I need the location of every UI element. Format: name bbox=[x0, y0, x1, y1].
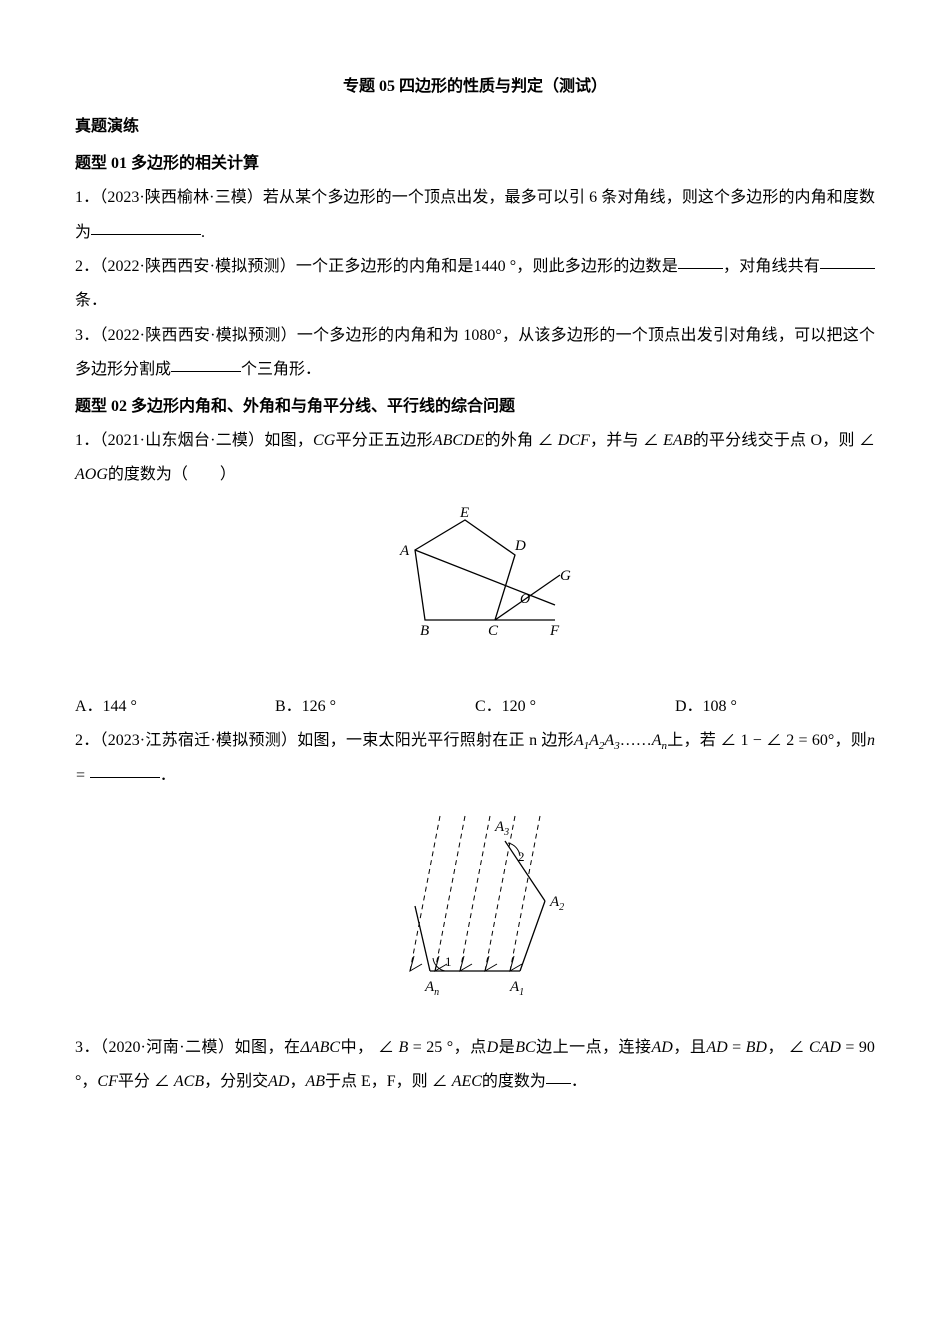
q3-b: 个三角形． bbox=[241, 361, 321, 378]
label-ang2: 2 bbox=[518, 849, 525, 864]
label-B: B bbox=[420, 623, 429, 639]
t2q3-n: 的度数为 bbox=[482, 1073, 546, 1090]
topic02-q1: 1．（2021·山东烟台·二模）如图，CG平分正五边形ABCDE的外角 ∠ DC… bbox=[75, 424, 875, 493]
document-title: 专题 05 四边形的性质与判定（测试） bbox=[75, 70, 875, 104]
option-B: B．126 ° bbox=[275, 690, 475, 724]
topic01-q2: 2．（2022·陕西西安·模拟预测）一个正多边形的内角和是1440 °，则此多边… bbox=[75, 250, 875, 319]
t2q3-m: 于点 E，F，则 ∠ bbox=[325, 1073, 452, 1090]
var-ABCDE: ABCDE bbox=[433, 432, 485, 449]
t2q1-e: 的平分线交于点 O，则 ∠ bbox=[692, 432, 875, 449]
var-CG: CG bbox=[313, 432, 335, 449]
blank bbox=[546, 1067, 571, 1084]
blank bbox=[678, 252, 723, 269]
topic01-q1: 1．（2023·陕西榆林·三模）若从某个多边形的一个顶点出发，最多可以引 6 条… bbox=[75, 181, 875, 250]
t2q1-c: 的外角 ∠ bbox=[484, 432, 557, 449]
arrow4 bbox=[485, 956, 497, 971]
var-EAB: EAB bbox=[663, 432, 692, 449]
blank bbox=[820, 252, 875, 269]
t2q3-h: ， ∠ bbox=[767, 1039, 809, 1056]
q2-c: 条． bbox=[75, 292, 107, 309]
t2q3-f: ，且 bbox=[673, 1039, 706, 1056]
var-A3: A bbox=[604, 732, 614, 749]
section-heading: 真题演练 bbox=[75, 110, 875, 144]
t2q1-d: ，并与 ∠ bbox=[590, 432, 663, 449]
var-BC: BC bbox=[515, 1039, 535, 1056]
t2q1-b: 平分正五边形 bbox=[335, 432, 433, 449]
label-An: An bbox=[424, 979, 439, 998]
figure-sunlight: A1 An A2 A3 1 2 bbox=[75, 806, 875, 1019]
t2q1-a: 1．（2021·山东烟台·二模）如图， bbox=[75, 432, 313, 449]
blank bbox=[90, 761, 160, 778]
var-AD3: AD bbox=[268, 1073, 289, 1090]
figure-pentagon: A B C D E F G O bbox=[75, 505, 875, 678]
t2q3-c: = 25 °，点 bbox=[408, 1039, 486, 1056]
t2q3-o: ． bbox=[571, 1073, 587, 1090]
var-An: A bbox=[652, 732, 662, 749]
line-AO bbox=[415, 550, 555, 605]
var-BD: BD bbox=[746, 1039, 767, 1056]
label-A: A bbox=[399, 543, 410, 559]
var-A: A bbox=[574, 732, 584, 749]
side-a2a3 bbox=[505, 841, 545, 901]
t2q2-a: 2．（2023·江苏宿迁·模拟预测）如图，一束太阳光平行照射在正 n 边形 bbox=[75, 732, 574, 749]
ray3 bbox=[460, 816, 490, 971]
t2q3-l: ， bbox=[289, 1073, 305, 1090]
var-B: B bbox=[399, 1039, 409, 1056]
ray5 bbox=[510, 816, 540, 971]
arrow1 bbox=[410, 956, 422, 971]
q2-a: 2．（2022·陕西西安·模拟预测）一个正多边形的内角和是1440 °，则此多边… bbox=[75, 258, 678, 275]
ray2 bbox=[435, 816, 465, 971]
topic02-q2: 2．（2023·江苏宿迁·模拟预测）如图，一束太阳光平行照射在正 n 边形A1A… bbox=[75, 724, 875, 793]
t2q3-e: 边上一点，连接 bbox=[536, 1039, 652, 1056]
topic-01-heading: 题型 01 多边形的相关计算 bbox=[75, 147, 875, 181]
topic01-q3: 3．（2022·陕西西安·模拟预测）一个多边形的内角和为 1080°，从该多边形… bbox=[75, 319, 875, 388]
label-E: E bbox=[459, 505, 469, 521]
var-AB: AB bbox=[305, 1073, 325, 1090]
label-F: F bbox=[549, 623, 560, 639]
blank bbox=[171, 355, 241, 372]
sub3: 3 bbox=[614, 741, 620, 753]
label-ang1: 1 bbox=[445, 954, 452, 969]
t2q1-f: 的度数为（ ） bbox=[108, 466, 236, 483]
var-D: D bbox=[487, 1039, 499, 1056]
topic-02-heading: 题型 02 多边形内角和、外角和与角平分线、平行线的综合问题 bbox=[75, 390, 875, 424]
var-AD: AD bbox=[652, 1039, 673, 1056]
q2-b: ，对角线共有 bbox=[723, 258, 820, 275]
option-D: D．108 ° bbox=[675, 690, 875, 724]
label-A3: A3 bbox=[494, 819, 509, 838]
t2q2-b: 上，若 ∠ 1 − ∠ 2 = 60°，则 bbox=[667, 732, 867, 749]
t2q3-a: 3．（2020·河南·二模）如图，在 bbox=[75, 1039, 300, 1056]
t2q3-k: ，分别交 bbox=[204, 1073, 268, 1090]
var-DCF: DCF bbox=[558, 432, 590, 449]
label-O: O bbox=[520, 592, 530, 607]
label-D: D bbox=[514, 538, 526, 554]
var-AEC: AEC bbox=[452, 1073, 482, 1090]
label-G: G bbox=[560, 568, 571, 584]
options-row: A．144 ° B．126 ° C．120 ° D．108 ° bbox=[75, 690, 875, 724]
t2q2-c: ． bbox=[160, 767, 176, 784]
label-A2: A2 bbox=[549, 894, 564, 913]
t2q3-b: 中， ∠ bbox=[340, 1039, 398, 1056]
var-CF: CF bbox=[97, 1073, 117, 1090]
side-an bbox=[415, 906, 430, 971]
side-a1a2 bbox=[520, 901, 545, 971]
ray4 bbox=[485, 816, 515, 971]
topic02-q3: 3．（2020·河南·二模）如图，在ΔABC中， ∠ B = 25 °，点D是B… bbox=[75, 1031, 875, 1100]
var-CAD: CAD bbox=[809, 1039, 841, 1056]
var-AOG: AOG bbox=[75, 466, 108, 483]
var-AD2: AD bbox=[706, 1039, 727, 1056]
var-ACB: ACB bbox=[174, 1073, 204, 1090]
label-C: C bbox=[488, 623, 499, 639]
blank bbox=[91, 218, 201, 235]
t2q3-j: 平分 ∠ bbox=[118, 1073, 174, 1090]
label-A1: A1 bbox=[509, 979, 524, 998]
arrow3 bbox=[460, 956, 472, 971]
option-A: A．144 ° bbox=[75, 690, 275, 724]
var-A2: A bbox=[589, 732, 599, 749]
option-C: C．120 ° bbox=[475, 690, 675, 724]
var-dABC: ΔABC bbox=[300, 1039, 340, 1056]
q1-tail: . bbox=[201, 224, 205, 241]
t2q3-g: = bbox=[728, 1039, 746, 1056]
t2q3-d: 是 bbox=[498, 1039, 515, 1056]
